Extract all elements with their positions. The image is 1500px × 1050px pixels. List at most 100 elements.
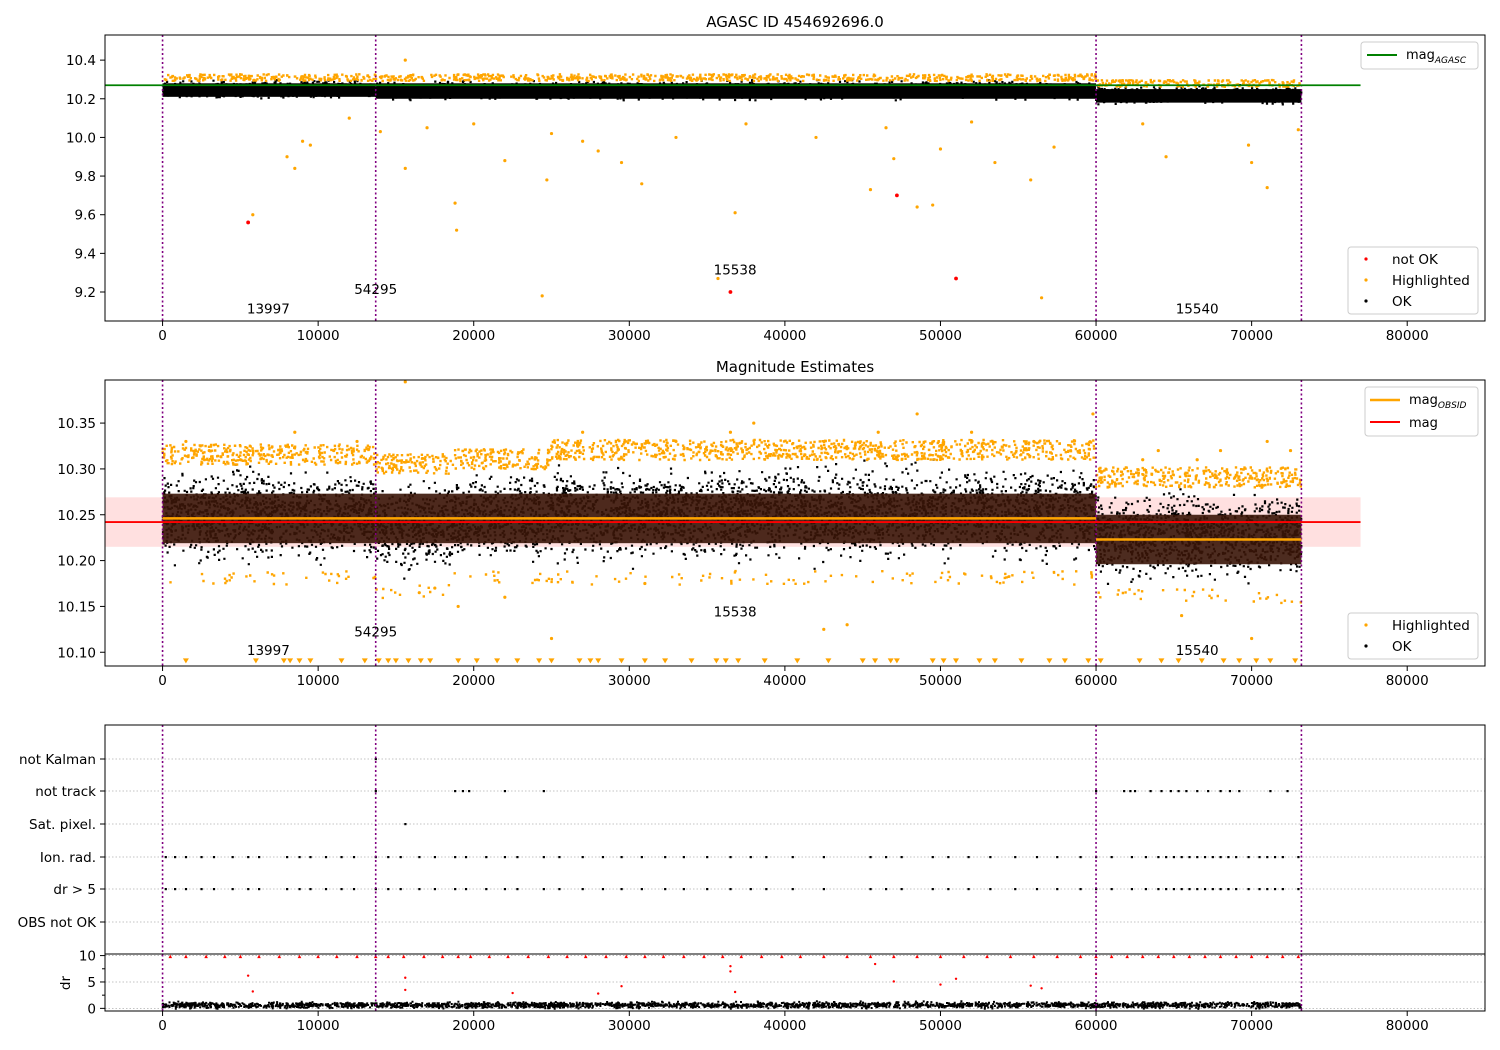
flag-point — [298, 888, 301, 891]
legend-mag-agasc: magAGASC — [1360, 41, 1479, 70]
flag-point — [164, 856, 167, 859]
flag-point — [1258, 856, 1261, 859]
flag-point — [640, 856, 643, 859]
flag-point — [464, 856, 468, 859]
flag-label: Ion. rad. — [40, 850, 96, 866]
highlighted-point — [1195, 458, 1199, 462]
dr-red-point — [873, 962, 877, 966]
dr-red-point — [620, 984, 623, 988]
flag-point — [601, 888, 605, 891]
dr-red-point — [939, 983, 942, 986]
flag-point — [729, 888, 732, 891]
highlighted-point — [549, 636, 554, 641]
highlighted-point — [1052, 145, 1056, 149]
flag-point — [967, 856, 970, 859]
dr-clipped-high-markers — [168, 954, 1301, 959]
flag-point — [184, 888, 188, 891]
flag-point — [1079, 856, 1082, 859]
flag-point — [664, 888, 667, 891]
x-tick-label: 80000 — [1386, 673, 1429, 689]
highlighted-point — [674, 135, 678, 140]
flag-point — [947, 888, 950, 891]
highlighted-point — [1156, 448, 1160, 453]
flag-point — [374, 758, 377, 761]
flag-point — [1219, 888, 1222, 891]
x-tick-label: 60000 — [1075, 673, 1118, 689]
obsid-label: 13997 — [247, 643, 290, 659]
flag-point — [399, 856, 402, 859]
dr-tick-label: 0 — [87, 1001, 96, 1017]
plot-frame — [104, 379, 1486, 667]
flag-point — [1035, 856, 1039, 859]
highlighted-point — [752, 421, 756, 425]
obsid-label: 15538 — [714, 605, 757, 621]
highlighted-point — [969, 120, 974, 124]
flag-point — [1185, 790, 1188, 793]
flag-point — [1133, 790, 1137, 793]
flag-point — [258, 856, 261, 859]
highlighted-point — [969, 430, 974, 434]
highlighted-point — [347, 116, 351, 120]
flags-panel: not Kalman not track Sat. pixel. Ion. rad. d… — [18, 724, 1486, 1034]
flag-point — [1235, 856, 1238, 859]
obsid-label: 15540 — [1176, 643, 1219, 659]
flag-point — [1227, 888, 1230, 891]
flag-point — [601, 856, 605, 859]
flag-point — [1035, 888, 1039, 891]
flag-point — [200, 856, 203, 859]
flag-point — [1110, 856, 1113, 859]
flag-point — [352, 888, 356, 891]
flag-point — [387, 856, 390, 859]
flag-label: not Kalman — [19, 752, 96, 768]
highlighted-point — [308, 143, 312, 147]
flag-point — [1258, 888, 1261, 891]
flag-point — [900, 888, 903, 891]
highlighted-point — [1250, 160, 1254, 165]
agasc-magnitude-panel: AGASC ID 454692696.0 13997 54295 15538 1554… — [66, 13, 1486, 344]
highlighted-point — [915, 412, 919, 416]
plot-frame — [104, 34, 1486, 322]
legend-label: magOBSID — [1409, 393, 1467, 411]
dr-tick-label: 10 — [79, 949, 96, 965]
x-tick-label: 0 — [158, 1018, 167, 1034]
dr-red-point — [404, 988, 407, 992]
y-tick-label: 10.20 — [57, 554, 96, 570]
flag-point — [454, 790, 457, 793]
legend-status: Highlighted OK — [1347, 612, 1479, 660]
flag-point — [340, 888, 343, 891]
flag-point — [461, 790, 465, 793]
x-tick-label: 20000 — [452, 328, 495, 344]
y-tick-label: 10.2 — [66, 92, 96, 108]
flag-point — [1014, 856, 1017, 859]
flag-point — [1211, 856, 1214, 859]
highlighted-point — [425, 126, 429, 130]
x-tick-label: 30000 — [608, 673, 651, 689]
y-tick-label: 10.0 — [66, 130, 96, 146]
highlighted-point — [1250, 636, 1254, 641]
flag-point — [1129, 790, 1132, 793]
dr-red-point — [404, 976, 407, 979]
flag-point — [174, 888, 177, 891]
flag-point — [885, 856, 888, 859]
flag-point — [258, 888, 261, 891]
flag-point — [468, 790, 471, 793]
highlighted-point — [728, 430, 733, 434]
flag-point — [1130, 856, 1134, 859]
highlighted-point — [915, 205, 919, 209]
x-tick-label: 0 — [158, 328, 167, 344]
highlighted-point — [868, 187, 873, 192]
flag-point — [247, 856, 250, 859]
flag-point — [1266, 888, 1269, 891]
not-ok-point — [246, 220, 251, 225]
flag-point — [1157, 856, 1160, 859]
y-tick-label: 9.2 — [75, 285, 96, 301]
highlighted-point — [1164, 155, 1168, 159]
x-tick-label: 20000 — [452, 673, 495, 689]
flag-point — [1196, 790, 1199, 793]
flag-point — [1056, 888, 1059, 891]
flag-point — [418, 856, 421, 859]
flag-point — [581, 888, 584, 891]
x-tick-label: 0 — [158, 673, 167, 689]
flag-point — [989, 856, 992, 859]
highlighted-point — [892, 157, 896, 161]
